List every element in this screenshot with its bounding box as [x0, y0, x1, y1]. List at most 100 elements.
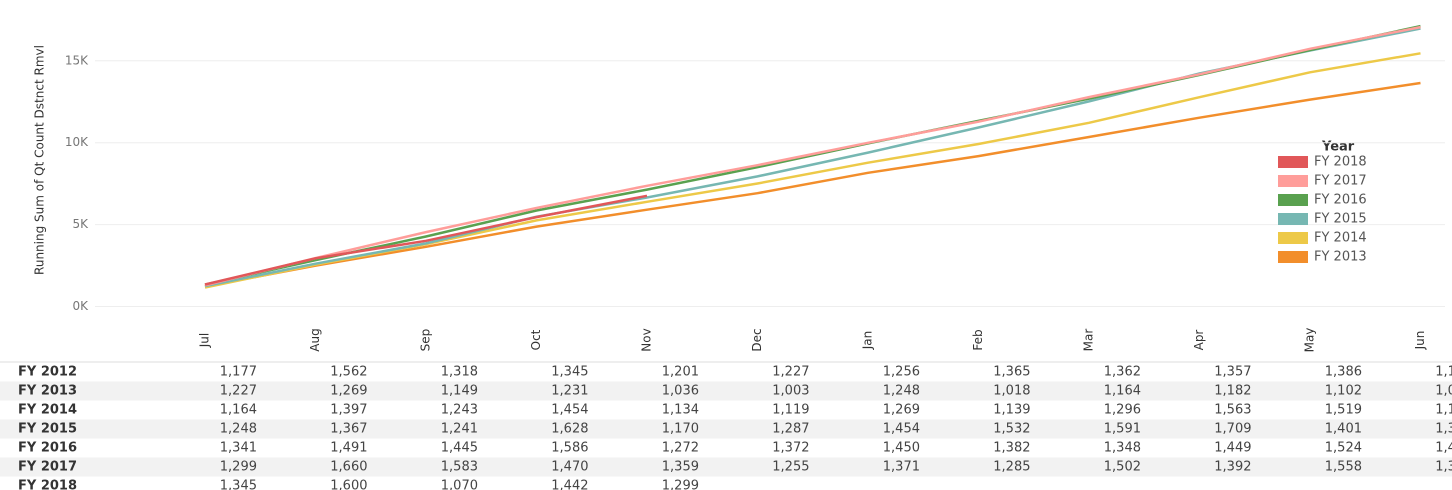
table-cell: 1,128	[1435, 365, 1452, 380]
table-cell: 1,586	[551, 441, 588, 456]
table-cell: 1,359	[662, 460, 699, 475]
table-cell: 1,285	[993, 460, 1030, 475]
table-cell: 1,470	[551, 460, 588, 475]
x-tick-label: Sep	[419, 329, 433, 352]
table-cell: 1,357	[1214, 365, 1251, 380]
table-cell: 1,248	[883, 384, 920, 399]
table-cell: 1,600	[330, 479, 367, 490]
table-cell: 1,365	[993, 365, 1030, 380]
x-tick-label: Dec	[750, 328, 764, 351]
table-cell: 1,345	[551, 365, 588, 380]
table-cell: 1,502	[1104, 460, 1141, 475]
y-axis-title: Running Sum of Qt Count Dstnct Rmvl	[33, 45, 47, 275]
y-tick-label: 10K	[65, 135, 89, 149]
table-cell: 1,371	[883, 460, 920, 475]
table-cell: 1,164	[220, 403, 257, 418]
table-cell: 1,003	[772, 384, 809, 399]
table-cell: 1,367	[330, 422, 367, 437]
table-cell: 1,628	[551, 422, 588, 437]
table-cell: 1,102	[1325, 384, 1362, 399]
table-bands	[0, 381, 1452, 477]
table-cell: 1,299	[662, 479, 699, 490]
legend-swatch	[1278, 175, 1308, 187]
table-cell: 1,201	[662, 365, 699, 380]
table-cell: 1,445	[441, 441, 478, 456]
row-label: FY 2015	[18, 422, 77, 437]
legend-label: FY 2018	[1314, 155, 1367, 170]
x-tick-label: May	[1303, 328, 1317, 353]
row-label: FY 2014	[18, 403, 77, 418]
row-label: FY 2018	[18, 479, 77, 490]
table-cell: 1,182	[1214, 384, 1251, 399]
table-cell: 1,340	[1435, 422, 1452, 437]
x-tick-label: Jul	[198, 333, 212, 348]
table-cell: 1,017	[1435, 384, 1452, 399]
table-cell: 1,491	[330, 441, 367, 456]
table-cell: 1,345	[220, 479, 257, 490]
table-cell: 1,372	[772, 441, 809, 456]
table-cell: 1,709	[1214, 422, 1251, 437]
table-row-band	[0, 419, 1452, 439]
legend-label: FY 2013	[1314, 250, 1367, 265]
table-cell: 1,170	[662, 422, 699, 437]
legend-swatch	[1278, 156, 1308, 168]
table-cell: 1,227	[220, 384, 257, 399]
x-tick-label: Apr	[1192, 330, 1206, 351]
x-tick-label: Nov	[640, 328, 654, 351]
table-cell: 1,255	[772, 460, 809, 475]
table-cell: 1,269	[330, 384, 367, 399]
line	[204, 194, 648, 286]
table-cell: 1,299	[220, 460, 257, 475]
table-cell: 1,323	[1435, 460, 1452, 475]
legend-swatch	[1278, 232, 1308, 244]
table-cell: 1,563	[1214, 403, 1251, 418]
table-cell: 1,318	[441, 365, 478, 380]
table-cell: 1,241	[441, 422, 478, 437]
table-cell: 1,532	[993, 422, 1030, 437]
table-cell: 1,231	[551, 384, 588, 399]
legend-swatch	[1278, 251, 1308, 263]
table-cell: 1,248	[220, 422, 257, 437]
table-cell: 1,134	[662, 403, 699, 418]
legend-label: FY 2015	[1314, 212, 1367, 227]
x-tick-label: Aug	[308, 328, 322, 351]
table-cell: 1,348	[1104, 441, 1141, 456]
table-cell: 1,591	[1104, 422, 1141, 437]
table-cell: 1,341	[220, 441, 257, 456]
table-cell: 1,458	[1435, 441, 1452, 456]
table-cell: 1,382	[993, 441, 1030, 456]
line	[204, 81, 1421, 288]
table-cell: 1,243	[441, 403, 478, 418]
table-cell: 1,558	[1325, 460, 1362, 475]
table-cell: 1,386	[1325, 365, 1362, 380]
table-cell: 1,119	[772, 403, 809, 418]
table-cell: 1,401	[1325, 422, 1362, 437]
table-cell: 1,272	[662, 441, 699, 456]
legend-label: FY 2014	[1314, 231, 1367, 246]
x-tick-label: Jan	[861, 331, 875, 351]
table-cell: 1,149	[441, 384, 478, 399]
table-cell: 1,449	[1214, 441, 1251, 456]
table-cell: 1,454	[551, 403, 588, 418]
table-cell: 1,164	[1104, 384, 1141, 399]
table-cell: 1,018	[993, 384, 1030, 399]
table-cell: 1,583	[441, 460, 478, 475]
legend-swatch	[1278, 194, 1308, 206]
table-cell: 1,139	[993, 403, 1030, 418]
table-cell: 1,397	[330, 403, 367, 418]
table-cell: 1,036	[662, 384, 699, 399]
y-tick-label: 5K	[72, 217, 89, 231]
y-tick-label: 15K	[65, 53, 89, 67]
x-tick-label: Mar	[1082, 329, 1096, 352]
legend-swatch	[1278, 213, 1308, 225]
table-cell: 1,227	[772, 365, 809, 380]
table-cell: 1,519	[1325, 403, 1362, 418]
x-tick-label: Jun	[1413, 331, 1427, 351]
legend-label: FY 2016	[1314, 193, 1367, 208]
legend-label: FY 2017	[1314, 174, 1367, 189]
table-cell: 1,660	[330, 460, 367, 475]
x-tick-label: Oct	[529, 329, 543, 350]
legend-title: Year	[1321, 140, 1355, 155]
y-tick-label: 0K	[72, 299, 89, 313]
